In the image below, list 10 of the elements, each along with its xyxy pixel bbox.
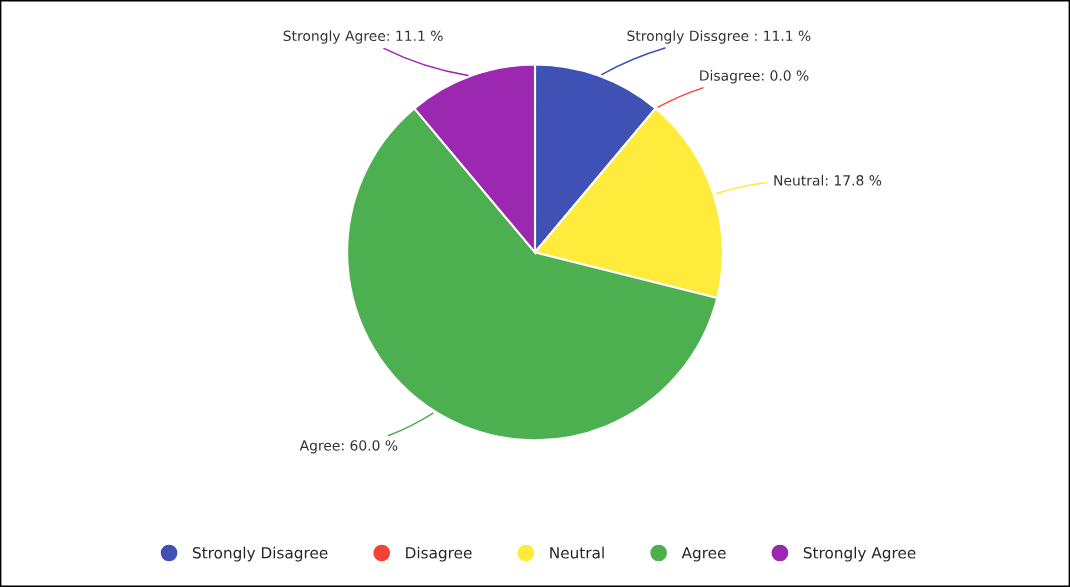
- legend-label: Strongly Agree: [803, 546, 916, 562]
- legend-label: Agree: [681, 547, 726, 562]
- data-label: Neutral: 17.8 %: [774, 174, 882, 186]
- data-label: Strongly Agree: 11.1 %: [283, 30, 443, 44]
- data-label: Strongly Dissgree : 11.1 %: [627, 30, 811, 44]
- legend-label: Neutral: [550, 546, 604, 559]
- data-label: Agree: 60.0 %: [299, 440, 398, 454]
- legend-label: Strongly Disagree: [192, 546, 328, 562]
- text: Disagree: 0.0 %: [700, 70, 809, 84]
- legend-label: Disagree: [406, 546, 472, 562]
